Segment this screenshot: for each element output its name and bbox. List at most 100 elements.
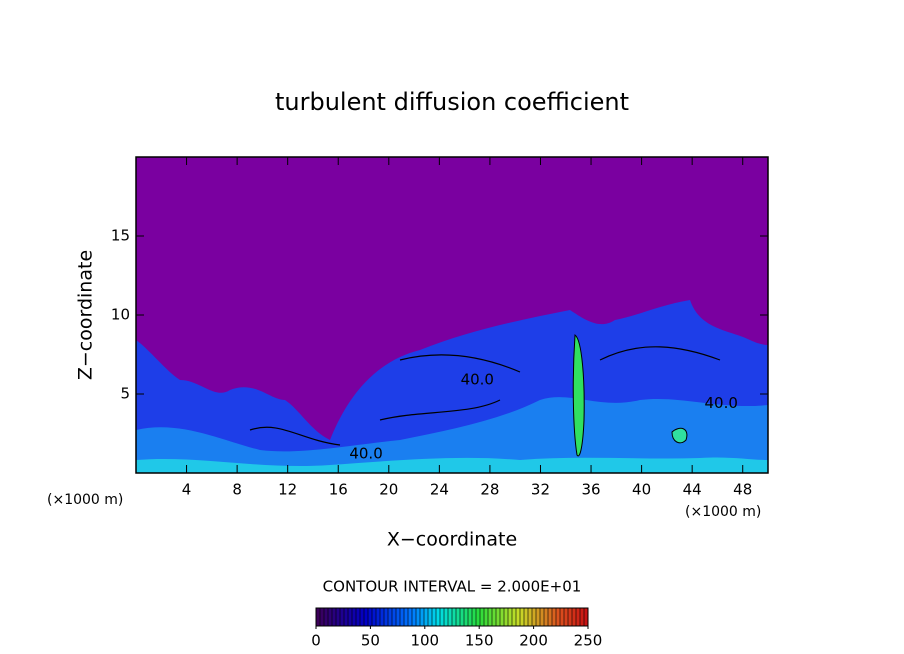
x-tick-label: 4 [182, 481, 192, 499]
colorbar-cell [424, 608, 428, 626]
colorbar-cell [396, 608, 400, 626]
colorbar-cell [460, 608, 464, 626]
colorbar-cell [552, 608, 556, 626]
colorbar-cell [392, 608, 396, 626]
colorbar-cell [428, 608, 432, 626]
colorbar-cell [436, 608, 440, 626]
contour-line [249, 346, 721, 446]
colorbar-cell [556, 608, 560, 626]
contour-label: 40.0 [349, 445, 382, 463]
colorbar-tick-label: 50 [361, 632, 380, 650]
colorbar-cell [544, 608, 548, 626]
y-tick-label: 5 [120, 385, 130, 403]
colorbar-cell [568, 608, 572, 626]
colorbar-cell [408, 608, 412, 626]
x-tick-label: 48 [733, 481, 752, 499]
x-tick-label: 36 [581, 481, 600, 499]
colorbar-cell [380, 608, 384, 626]
chart-title: turbulent diffusion coefficient [275, 88, 629, 116]
colorbar-cell [508, 608, 512, 626]
colorbar-cell [520, 608, 524, 626]
colorbar-cell [328, 608, 332, 626]
colorbar-cell [332, 608, 336, 626]
colorbar-cell [448, 608, 452, 626]
x-tick-label: 44 [683, 481, 702, 499]
colorbar-cell [560, 608, 564, 626]
colorbar-cell [512, 608, 516, 626]
x-tick-label: 12 [278, 481, 297, 499]
field [136, 157, 768, 473]
colorbar-cell [536, 608, 540, 626]
colorbar-cell [368, 608, 372, 626]
x-axis-label: X−coordinate [387, 529, 517, 551]
colorbar-cell [504, 608, 508, 626]
contour-interval: CONTOUR INTERVAL = 2.000E+01 [323, 578, 582, 596]
field-blob-green [572, 334, 585, 457]
field-region-cyan [136, 457, 768, 473]
colorbar-cell [480, 608, 484, 626]
x-tick-label: 24 [430, 481, 449, 499]
colorbar-cell [340, 608, 344, 626]
colorbar-cell [488, 608, 492, 626]
colorbar-cell [576, 608, 580, 626]
colorbar-cell [452, 608, 456, 626]
colorbar-cell [516, 608, 520, 626]
x-tick-label: 40 [632, 481, 651, 499]
contour-label: 40.0 [705, 394, 738, 412]
colorbar-cell [316, 608, 320, 626]
colorbar-cell [348, 608, 352, 626]
colorbar-cell [500, 608, 504, 626]
colorbar-tick-label: 150 [465, 632, 494, 650]
x-tick-label: 32 [531, 481, 550, 499]
colorbar-cell [344, 608, 348, 626]
colorbar-cell [404, 608, 408, 626]
colorbar-cell [320, 608, 324, 626]
colorbar-cell [572, 608, 576, 626]
x-tick-label: 8 [232, 481, 242, 499]
colorbar-cell [372, 608, 376, 626]
colorbar-cell [472, 608, 476, 626]
colorbar-cell [440, 608, 444, 626]
colorbar-cell [524, 608, 528, 626]
colorbar-cell [532, 608, 536, 626]
colorbar-cell [484, 608, 488, 626]
colorbar-cell [400, 608, 404, 626]
colorbar-cell [384, 608, 388, 626]
colorbar-cell [464, 608, 468, 626]
colorbar-cell [360, 608, 364, 626]
field-region-lightblue [136, 397, 768, 473]
x-unit-label: (×1000 m) [685, 504, 761, 520]
colorbar: 0 50 100 150 200 250 [311, 607, 603, 650]
colorbar-cell [412, 608, 416, 626]
x-tick-label: 20 [379, 481, 398, 499]
colorbar-tick-label: 200 [519, 632, 548, 650]
colorbar-cell [548, 608, 552, 626]
y-axis-label: Z−coordinate [75, 250, 97, 380]
colorbar-tick-label: 100 [410, 632, 439, 650]
colorbar-cell [432, 608, 436, 626]
colorbar-cell [584, 608, 588, 626]
colorbar-cell [356, 608, 360, 626]
colorbar-cell [496, 608, 500, 626]
colorbar-cell [580, 608, 584, 626]
y-tick-label: 10 [111, 306, 130, 324]
field-blob-green [671, 427, 688, 444]
colorbar-cell [364, 608, 368, 626]
colorbar-cell [564, 608, 568, 626]
colorbar-tick-label: 0 [311, 632, 321, 650]
colorbar-cell [540, 608, 544, 626]
colorbar-cell [336, 608, 340, 626]
colorbar-cell [376, 608, 380, 626]
contour-label: 40.0 [461, 370, 494, 388]
colorbar-cell [388, 608, 392, 626]
colorbar-cell [492, 608, 496, 626]
colorbar-cell [444, 608, 448, 626]
colorbar-cell [528, 608, 532, 626]
colorbar-cell [456, 608, 460, 626]
x-tick-label: 28 [480, 481, 499, 499]
colorbar-tick-label: 250 [574, 632, 603, 650]
x-tick-label: 16 [329, 481, 348, 499]
colorbar-cell [416, 608, 420, 626]
colorbar-cell [420, 608, 424, 626]
